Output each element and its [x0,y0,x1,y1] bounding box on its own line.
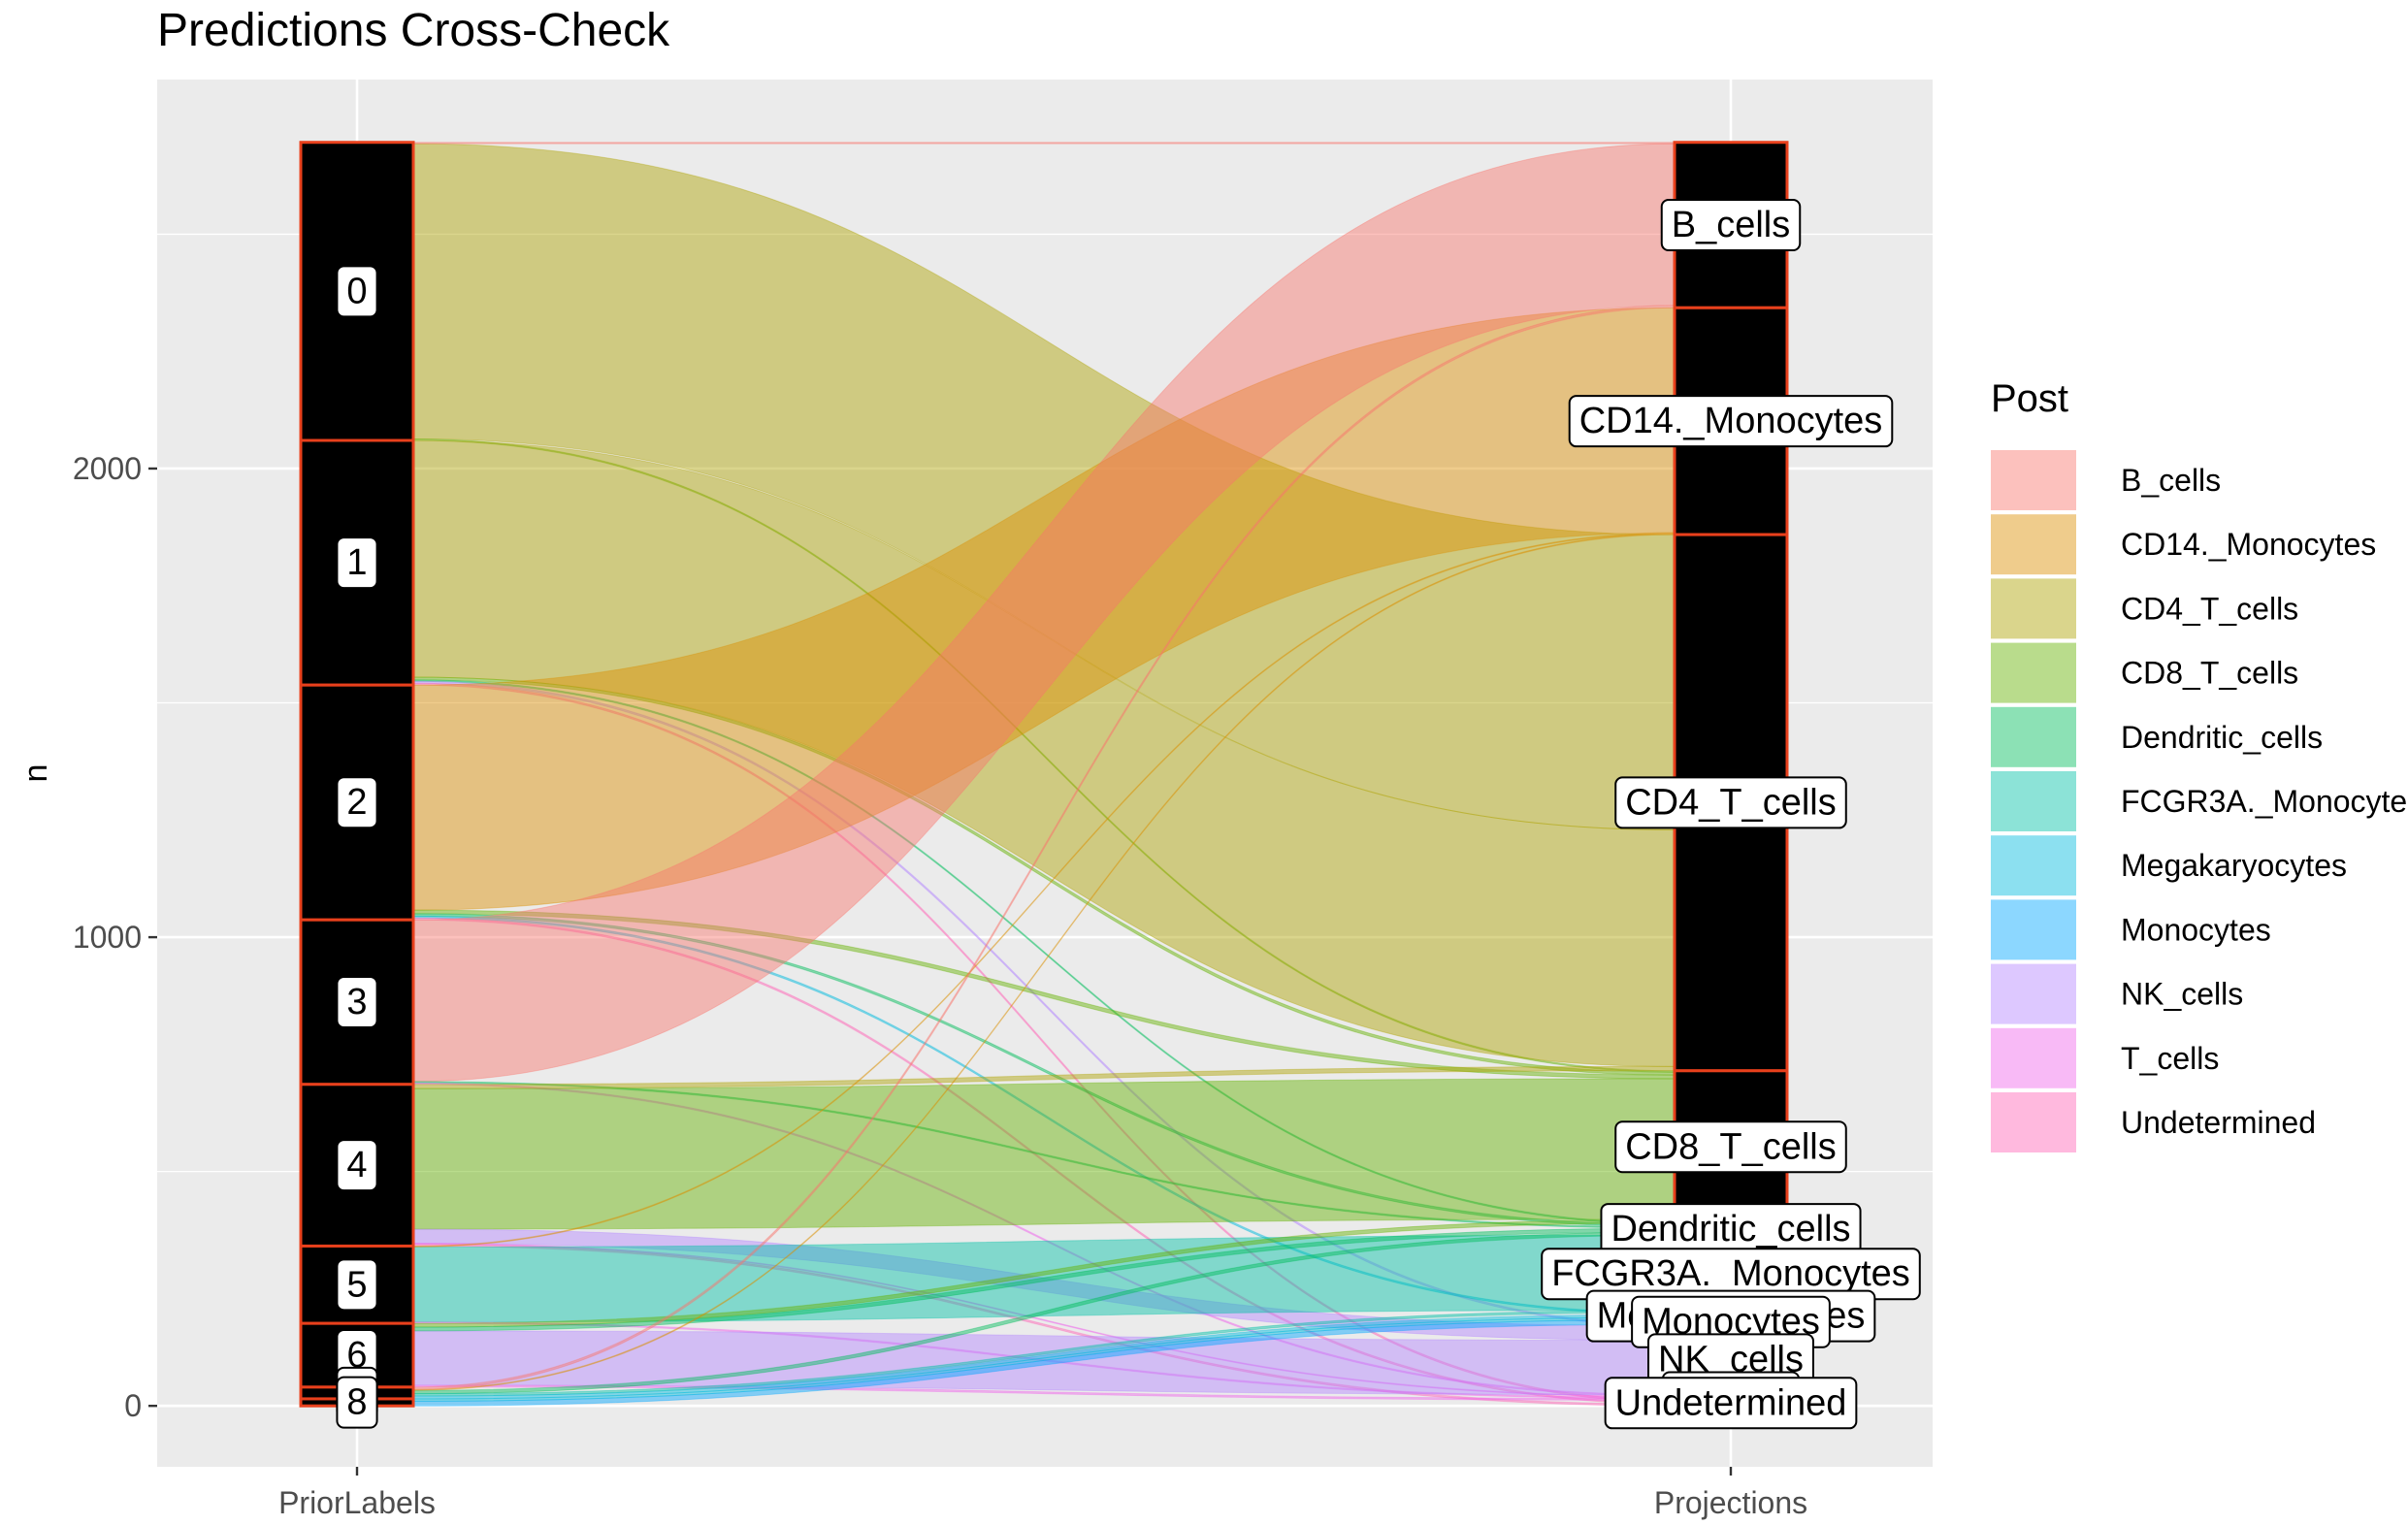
legend-swatch-cd8-t-cells [1991,642,2076,703]
stratum-label-projection-dendritic-cells: Dendritic_cells [1600,1203,1862,1256]
legend-key-bg [1991,642,2076,703]
label-box [1604,1377,1858,1430]
legend-key-bg [1991,835,2076,896]
legend-label-undetermined: Undetermined [2121,1105,2316,1140]
label-box [336,975,378,1028]
label-text: CD8_T_cells [1625,1126,1837,1167]
stratum-label-projection-cd4-t-cells: CD4_T_cells [1614,776,1847,829]
legend-swatch-cd14-monocytes [1991,514,2076,575]
label-text: B_cells [1672,205,1791,245]
label-box [336,265,378,318]
legend-label-megakaryocytes: Megakaryocytes [2121,848,2347,883]
legend-swatch-fcgr3a-monocytes [1991,771,2076,831]
label-text: FCGR3A._Monocytes [1551,1253,1910,1294]
legend-swatch-cd4-t-cells [1991,578,2076,639]
flow-4-to-cd8-t-cells [412,1078,1676,1230]
legend-key-bg [1991,1027,2076,1088]
y-axis-label: n [17,764,54,783]
label-text: 5 [346,1264,367,1305]
legend-label-monocytes: Monocytes [2121,912,2271,947]
stratum-label-prior-4: 4 [336,1139,378,1192]
label-text: 3 [346,982,367,1022]
legend-key-bg [1991,899,2076,960]
legend-label-cd8-t-cells: CD8_T_cells [2121,656,2298,691]
legend-swatch-megakaryocytes [1991,835,2076,896]
legend-label-b-cells: B_cells [2121,463,2221,498]
label-text: CD4_T_cells [1625,782,1837,823]
label-text: 0 [346,271,367,311]
label-box [336,536,378,590]
stratum-label-projection-cd8-t-cells: CD8_T_cells [1614,1120,1847,1174]
legend-key-bg [1991,1092,2076,1152]
legend-key-bg [1991,771,2076,831]
x-tick-label-projections: Projections [1654,1485,1807,1520]
stratum-label-prior-0: 0 [336,265,378,318]
label-text: 8 [346,1382,367,1423]
label-text: CD14._Monocytes [1579,401,1883,441]
label-box [336,1258,378,1312]
legend: Post B_cells CD14._Monocytes CD4_T_cells CD8… [1991,377,2408,1152]
legend-label-fcgr3a-monocytes: FCGR3A._Monocytes [2121,784,2408,819]
x-tick-label-priorlabels: PriorLabels [278,1485,436,1520]
label-text: 6 [346,1335,367,1376]
legend-swatch-t-cells [1991,1027,2076,1088]
chart-title: Predictions Cross-Check [157,5,670,56]
label-box [336,1139,378,1192]
label-text: Undetermined [1615,1382,1847,1423]
y-tick-label: 0 [124,1388,142,1423]
legend-label-cd4-t-cells: CD4_T_cells [2121,591,2298,626]
label-box [1614,1120,1847,1174]
legend-key-bg [1991,450,2076,510]
legend-swatch-b-cells [1991,450,2076,510]
stratum-label-prior-8: 8 [336,1376,378,1429]
flow-ribbons [412,142,1676,1407]
legend-key-bg [1991,963,2076,1024]
legend-label-nk-cells: NK_cells [2121,977,2243,1012]
stratum-label-projection-undetermined: Undetermined [1604,1377,1858,1430]
flow-0-to-b-cells [412,142,1676,145]
legend-label-t-cells: T_cells [2121,1041,2219,1076]
stratum-labels: 012345678B_cellsCD14._MonocytesCD4_T_cel… [336,199,1921,1430]
label-text: 1 [346,542,367,583]
legend-title: Post [1991,377,2068,420]
stratum-label-prior-3: 3 [336,975,378,1028]
legend-label-cd14-monocytes: CD14._Monocytes [2121,527,2376,562]
legend-key-bg [1991,706,2076,767]
stratum-label-prior-1: 1 [336,536,378,590]
label-text: 2 [346,782,367,823]
legend-swatch-undetermined [1991,1092,2076,1152]
label-text: Dendritic_cells [1611,1209,1850,1249]
y-tick-label: 1000 [73,920,142,955]
stratum-label-projection-cd14-monocytes: CD14._Monocytes [1568,395,1894,448]
stratum-label-projection-b-cells: B_cells [1660,199,1802,252]
label-text: 4 [346,1145,367,1185]
legend-swatch-nk-cells [1991,963,2076,1024]
label-box [336,1376,378,1429]
legend-label-dendritic-cells: Dendritic_cells [2121,720,2323,755]
axes: 0 1000 2000 PriorLabels Projections n [17,451,1807,1520]
stratum-label-prior-2: 2 [336,776,378,829]
label-box [1568,395,1894,448]
y-tick-label: 2000 [73,451,142,486]
label-box [336,776,378,829]
legend-swatch-dendritic-cells [1991,706,2076,767]
legend-swatch-monocytes [1991,899,2076,960]
stratum-label-prior-5: 5 [336,1258,378,1312]
label-box [1660,199,1802,252]
legend-key-bg [1991,514,2076,575]
label-box [1614,776,1847,829]
legend-key-bg [1991,578,2076,639]
